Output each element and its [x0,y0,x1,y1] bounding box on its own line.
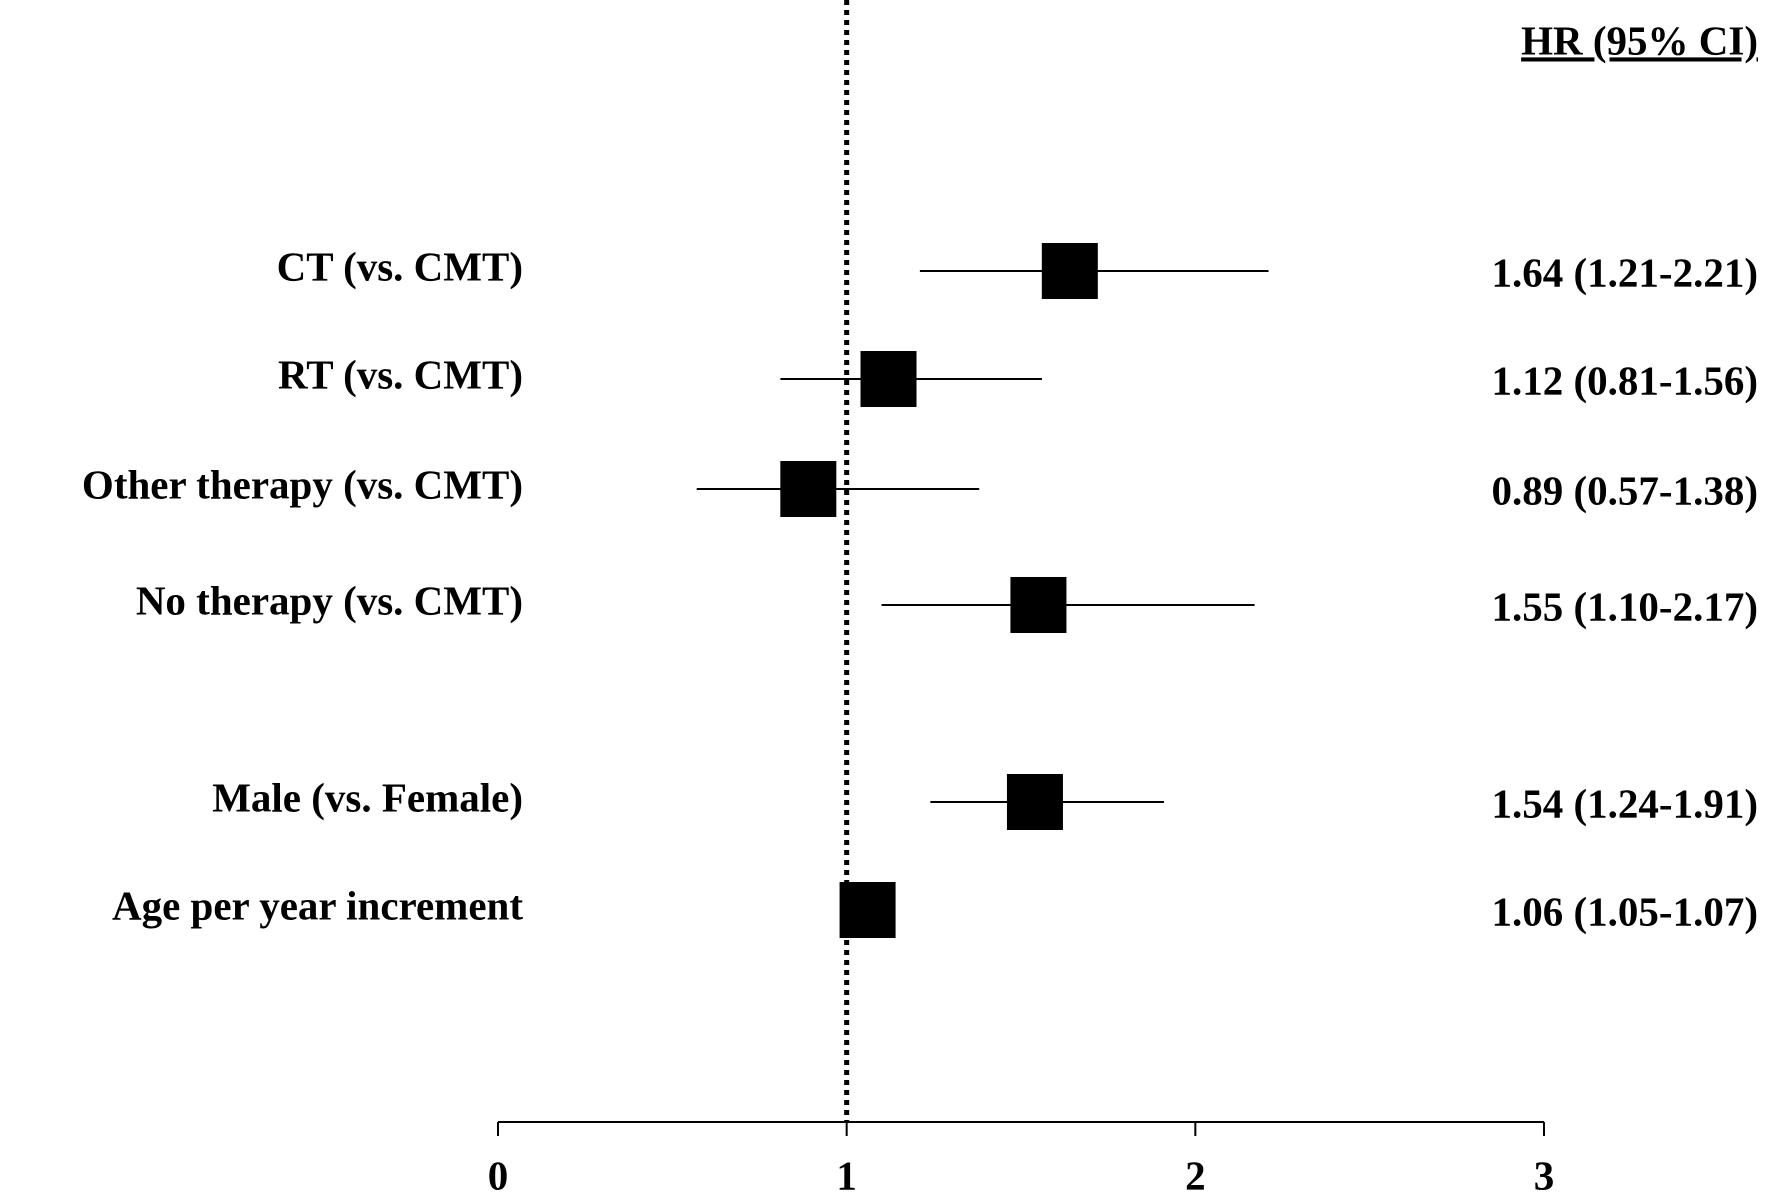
row-label: CT (vs. CMT) [277,243,523,289]
value-label: 0.89 (0.57-1.38) [1492,467,1758,513]
point-estimate [839,882,896,938]
point-estimate [780,461,837,517]
column-title: HR (95% CI) [1521,17,1758,63]
x-tick-label: 0 [488,1152,509,1198]
x-tick-label: 3 [1534,1152,1555,1198]
row-label: Age per year increment [112,882,523,928]
row-label: No therapy (vs. CMT) [136,577,523,623]
row-label: Other therapy (vs. CMT) [82,461,523,507]
x-tick-label: 2 [1185,1152,1206,1198]
row-label: Male (vs. Female) [212,774,523,820]
x-tick-label: 1 [836,1152,857,1198]
value-label: 1.55 (1.10-2.17) [1492,583,1758,629]
point-estimate [1010,577,1067,633]
value-label: 1.06 (1.05-1.07) [1492,888,1758,934]
point-estimate [1006,774,1063,830]
row-label: RT (vs. CMT) [278,351,523,397]
value-label: 1.12 (0.81-1.56) [1492,357,1758,403]
point-estimate [860,351,917,407]
point-estimate [1041,243,1098,299]
value-label: 1.54 (1.24-1.91) [1492,780,1758,826]
value-label: 1.64 (1.21-2.21) [1492,249,1758,295]
